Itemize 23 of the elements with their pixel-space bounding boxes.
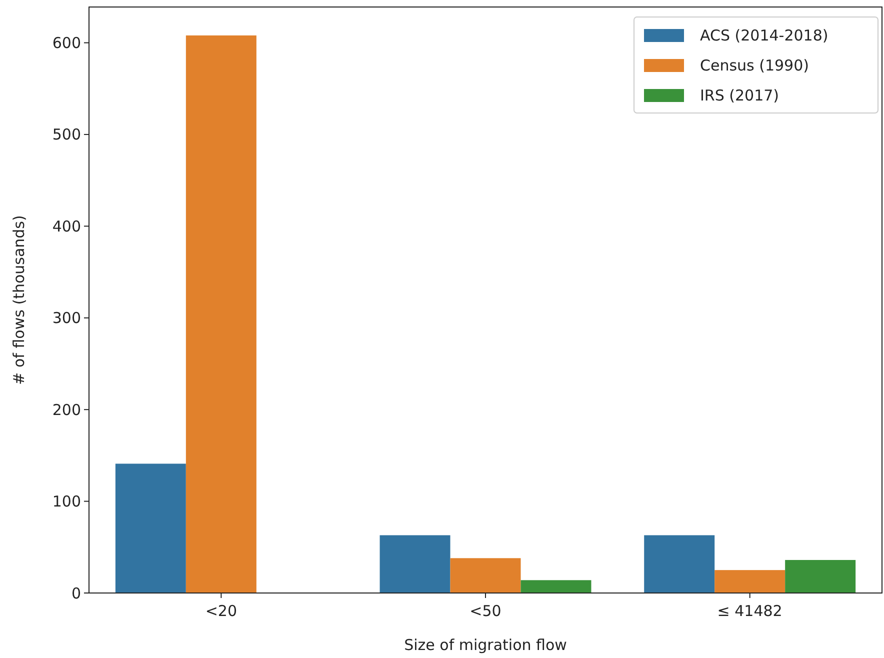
legend-label: IRS (2017) — [700, 86, 780, 104]
bar — [115, 464, 186, 593]
bar — [450, 558, 521, 593]
y-tick-label: 200 — [52, 400, 81, 419]
bar — [186, 35, 256, 593]
y-tick-label: 600 — [52, 34, 81, 52]
x-tick-label: <50 — [470, 602, 502, 620]
y-tick-label: 0 — [71, 584, 81, 602]
bar — [714, 570, 786, 593]
x-tick-label: ≤ 41482 — [717, 602, 782, 620]
y-tick-label: 300 — [52, 309, 81, 328]
x-axis-title: Size of migration flow — [404, 636, 567, 654]
bar — [520, 580, 592, 593]
legend-label: Census (1990) — [700, 56, 809, 74]
bar — [644, 535, 715, 593]
y-tick-label: 100 — [52, 492, 81, 511]
bar — [785, 560, 856, 593]
y-tick-label: 400 — [52, 217, 81, 236]
y-tick-label: 500 — [52, 126, 81, 144]
bar — [380, 535, 450, 593]
x-tick-label: <20 — [205, 602, 237, 620]
legend-label: ACS (2014-2018) — [700, 26, 828, 44]
y-axis-title: # of flows (thousands) — [10, 215, 28, 385]
